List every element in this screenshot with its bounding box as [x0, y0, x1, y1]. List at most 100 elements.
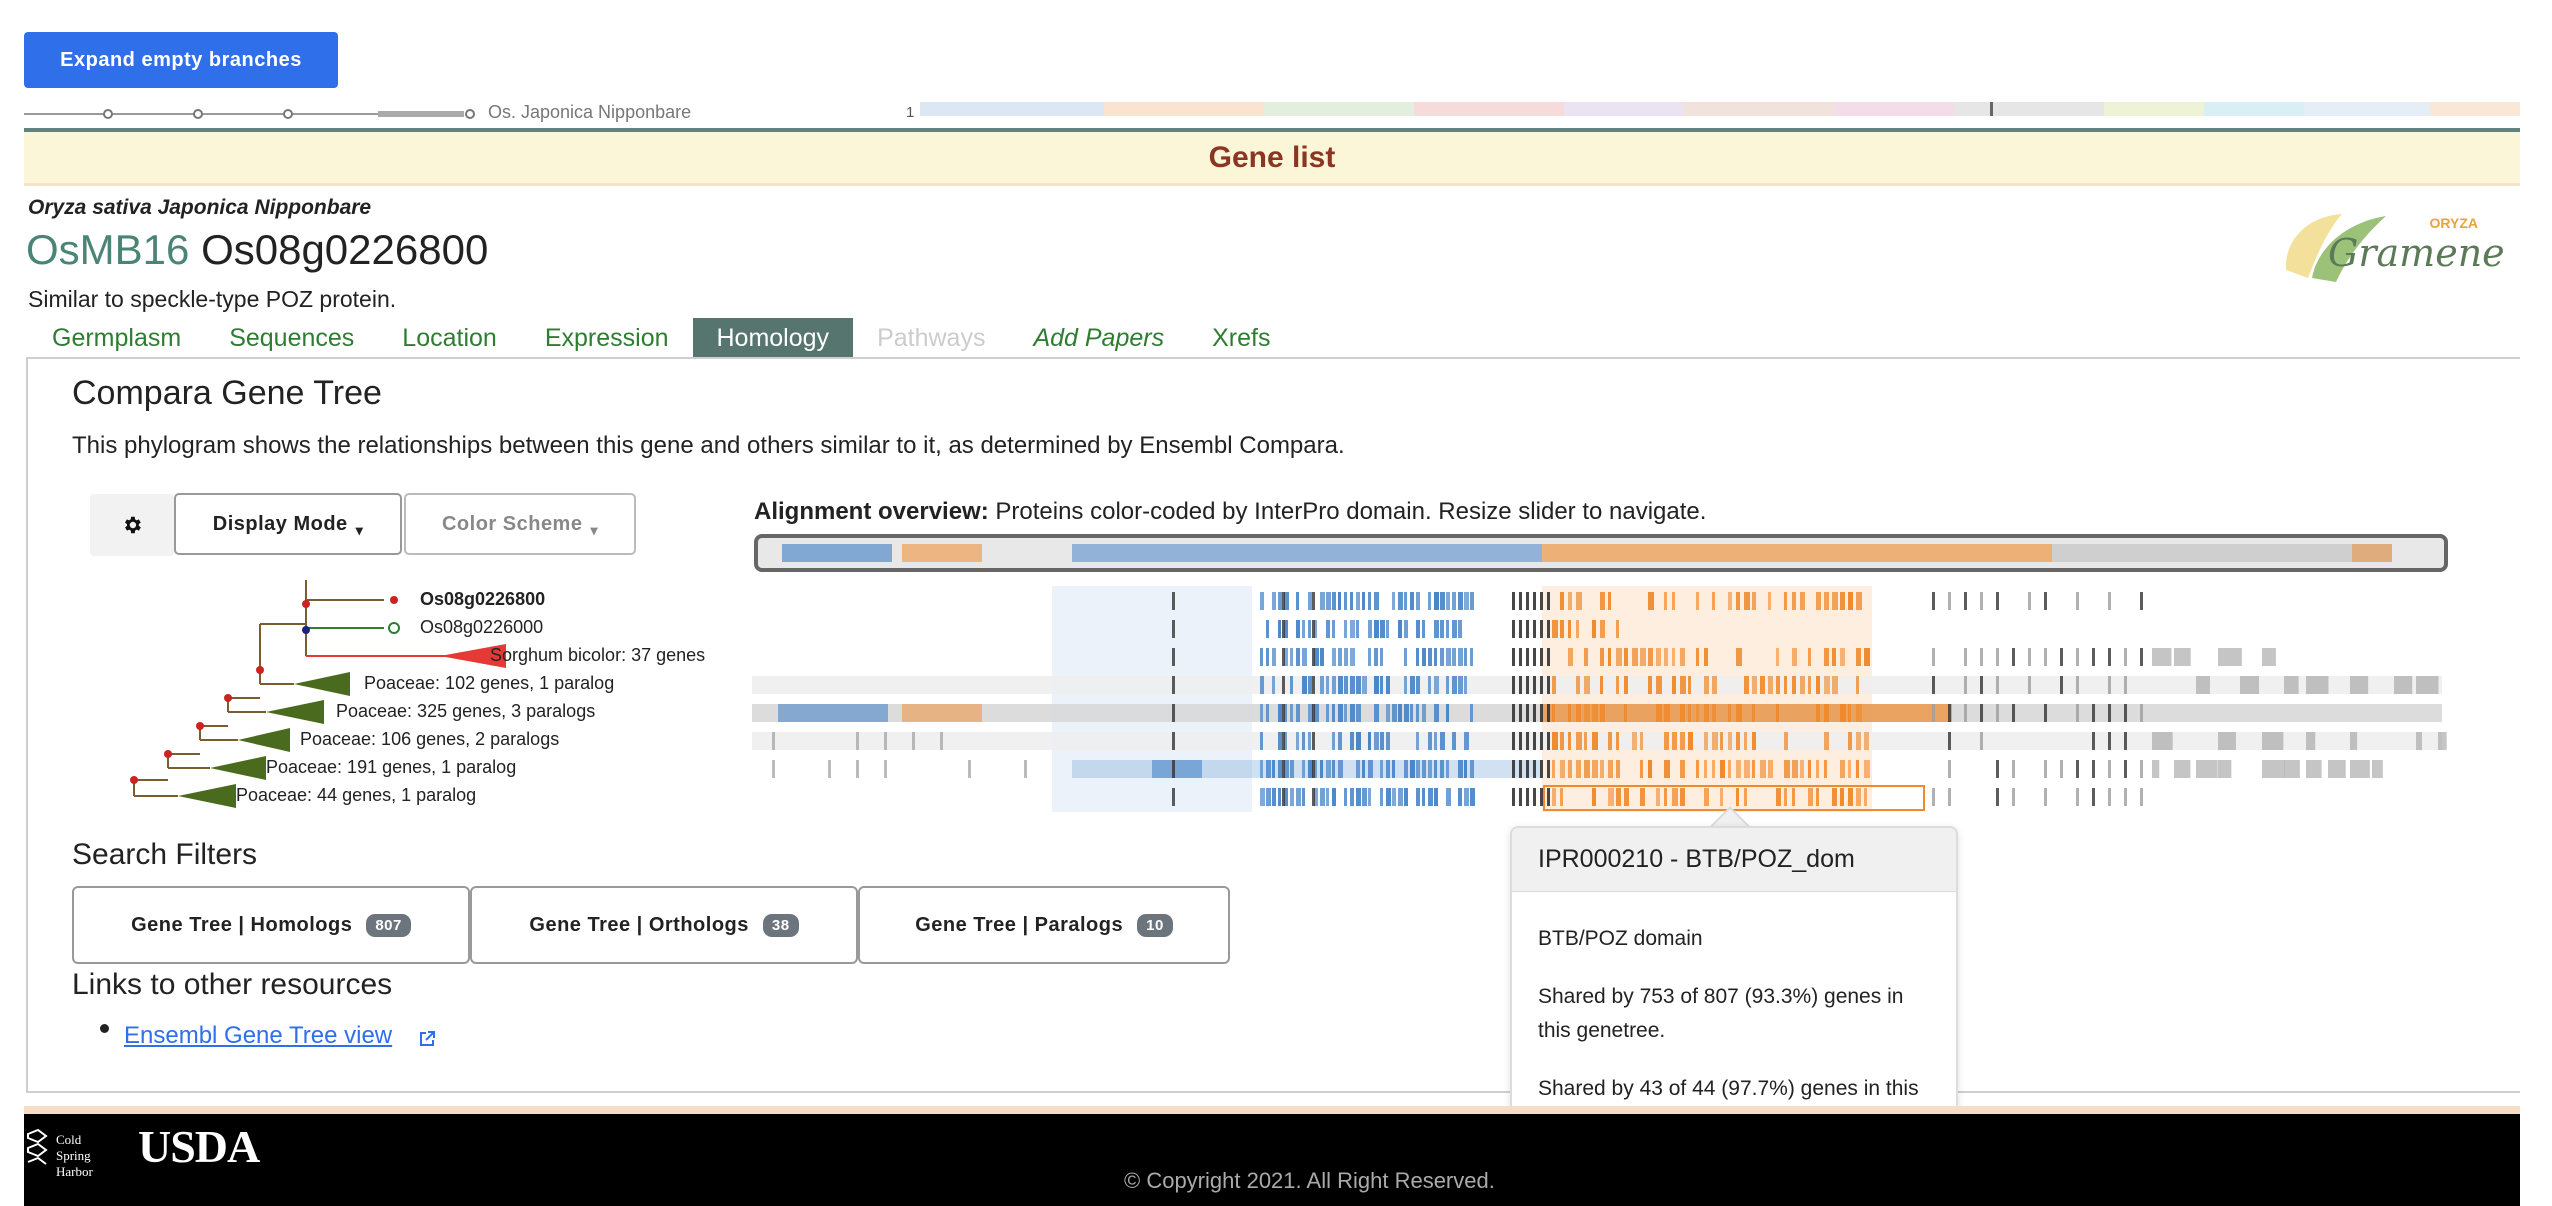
tree-leaf-label[interactable]: Sorghum bicolor: 37 genes: [490, 645, 706, 665]
filter-orthologs-button[interactable]: Gene Tree | Orthologs 38: [470, 886, 858, 964]
gene-tabs: Germplasm Sequences Location Expression Homo…: [28, 318, 1294, 358]
alignment-segment: [1266, 704, 1269, 722]
tree-leaf-label[interactable]: Poaceae: 325 genes, 3 paralogs: [336, 701, 596, 721]
alignment-segment: [1824, 648, 1829, 666]
alignment-segment: [1519, 760, 1522, 778]
expand-empty-branches-button[interactable]: Expand empty branches: [24, 32, 338, 88]
alignment-segment: [1560, 592, 1564, 610]
alignment-segment: [1512, 592, 1515, 610]
alignment-segment: [1712, 704, 1716, 722]
filter-orthologs-count: 38: [762, 913, 799, 937]
alignment-segment: [1752, 760, 1755, 778]
alignment-segment: [2076, 788, 2079, 806]
alignment-segment: [1664, 704, 1670, 722]
settings-button[interactable]: [90, 494, 174, 556]
gramene-logo[interactable]: ORYZA Gramene: [2278, 200, 2504, 290]
alignment-segment: [1282, 760, 1285, 778]
alignment-segment: [1308, 704, 1313, 722]
alignment-segment: [1446, 676, 1449, 694]
display-mode-dropdown[interactable]: Display Mode ▾: [174, 493, 402, 555]
tab-pathways[interactable]: Pathways: [877, 323, 986, 352]
alignment-segment: [1592, 788, 1596, 806]
alignment-segment: [2218, 732, 2236, 750]
alignment-segment: [1302, 648, 1307, 666]
alignment-segment: [1386, 760, 1390, 778]
alignment-segment: [2076, 648, 2079, 666]
alignment-segment: [1672, 788, 1678, 806]
alignment-segment: [1398, 788, 1403, 806]
alignment-segment: [1688, 732, 1693, 750]
alignment-segment: [1832, 592, 1838, 610]
alignment-segment: [1434, 592, 1439, 610]
alignment-segment: [1560, 788, 1563, 806]
alignment-segment: [1752, 592, 1756, 610]
alignment-segment: [2108, 648, 2111, 666]
tree-leaf-label[interactable]: Poaceae: 191 genes, 1 paralog: [266, 757, 517, 777]
alignment-segment: [1552, 676, 1556, 694]
tree-leaf-label[interactable]: Poaceae: 44 genes, 1 paralog: [236, 785, 477, 805]
alignment-segment: [1768, 592, 1771, 610]
alignment-segment: [2108, 676, 2111, 694]
alignment-segment: [1648, 760, 1652, 778]
alignment-segment: [1314, 788, 1318, 806]
tree-leaf-label[interactable]: Poaceae: 102 genes, 1 paralog: [364, 673, 615, 693]
tab-sequences[interactable]: Sequences: [229, 323, 355, 352]
alignment-segment: [2124, 732, 2127, 750]
alignment-segment: [1540, 760, 1543, 778]
alignment-segment: [2092, 760, 2095, 778]
filter-homologs-button[interactable]: Gene Tree | Homologs 807: [72, 886, 470, 964]
alignment-segment: [1284, 788, 1288, 806]
alignment-segment: [2350, 676, 2369, 694]
tab-xrefs[interactable]: Xrefs: [1212, 323, 1271, 352]
tab-expression[interactable]: Expression: [544, 323, 669, 352]
alignment-segment: [1736, 592, 1740, 610]
alignment-segment: [1526, 704, 1529, 722]
cold-spring-harbor-logo-icon: [27, 1128, 48, 1165]
alignment-segment: [1728, 592, 1732, 610]
alignment-segment: [1464, 760, 1467, 778]
alignment-segment: [2284, 760, 2300, 778]
alignment-segment: [2028, 676, 2031, 694]
tree-leaf-label[interactable]: Os08g0226000: [420, 617, 544, 637]
alignment-overview[interactable]: [752, 530, 2452, 816]
gene-list-bar[interactable]: Gene list: [24, 132, 2520, 186]
alignment-segment: [1592, 704, 1598, 722]
alignment-segment: [1260, 788, 1265, 806]
tab-location[interactable]: Location: [402, 323, 497, 352]
alignment-segment: [1996, 760, 1999, 778]
tab-add-papers[interactable]: Add Papers: [1033, 323, 1165, 352]
filter-paralogs-button[interactable]: Gene Tree | Paralogs 10: [858, 886, 1230, 964]
tree-leaf-label[interactable]: Poaceae: 106 genes, 2 paralogs: [300, 729, 560, 749]
alignment-segment: [2306, 732, 2316, 750]
alignment-segment: [1350, 648, 1355, 666]
alignment-segment: [1290, 676, 1293, 694]
alignment-segment: [1024, 760, 1027, 778]
alignment-segment: [1282, 648, 1285, 666]
alignment-segment: [1996, 704, 1999, 722]
external-link-icon[interactable]: [418, 1030, 436, 1048]
tab-germplasm[interactable]: Germplasm: [52, 323, 182, 352]
ensembl-gene-tree-link[interactable]: Ensembl Gene Tree view: [124, 1022, 393, 1049]
alignment-segment: [2108, 704, 2111, 722]
color-scheme-dropdown[interactable]: Color Scheme ▾: [404, 493, 636, 555]
tab-homology[interactable]: Homology: [692, 318, 854, 358]
alignment-segment: [1808, 760, 1811, 778]
tree-leaf-label[interactable]: Os08g0226800: [420, 589, 546, 609]
homology-panel: [26, 357, 2520, 1093]
alignment-segment: [1404, 676, 1407, 694]
alignment-segment: [1784, 760, 1790, 778]
alignment-segment: [1808, 648, 1811, 666]
alignment-segment: [1948, 760, 1951, 778]
alignment-segment: [1680, 648, 1685, 666]
filter-homologs-count: 807: [366, 913, 411, 937]
alignment-segment: [1784, 732, 1788, 750]
alignment-segment: [1282, 620, 1285, 638]
alignment-segment: [1540, 704, 1543, 722]
alignment-segment: [1464, 592, 1469, 610]
alignment-segment: [1512, 732, 1515, 750]
alignment-segment: [1640, 788, 1645, 806]
alignment-segment: [1290, 648, 1293, 666]
alignment-segment: [1996, 648, 1999, 666]
alignment-segment: [2012, 760, 2015, 778]
alignment-segment: [1302, 676, 1307, 694]
